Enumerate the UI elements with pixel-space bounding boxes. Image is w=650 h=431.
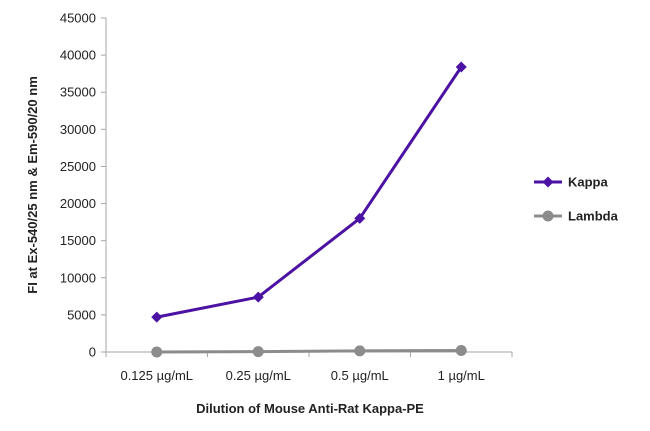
- y-tick-label: 10000: [60, 270, 96, 285]
- data-point-lambda: [151, 346, 163, 358]
- y-axis-title: FI at Ex-540/25 nm & Em-590/20 nm: [25, 76, 40, 293]
- legend-item-kappa: Kappa: [534, 175, 609, 190]
- y-tick-label: 20000: [60, 196, 96, 211]
- series-line-lambda: [156, 349, 462, 354]
- x-axis: 0.125 µg/mL 0.25 µg/mL 0.5 µg/mL 1 µg/mL: [105, 351, 513, 383]
- y-tick-label: 15000: [60, 233, 96, 248]
- series-kappa: [151, 61, 467, 323]
- y-tick-label: 25000: [60, 159, 96, 174]
- series-lambda: [151, 345, 467, 358]
- legend-label-kappa: Kappa: [568, 175, 609, 190]
- y-tick-label: 30000: [60, 122, 96, 137]
- data-point-lambda: [455, 345, 467, 357]
- legend: Kappa Lambda: [534, 175, 619, 224]
- x-tick-label: 0.25 µg/mL: [226, 368, 291, 383]
- legend-marker-lambda: [542, 210, 554, 222]
- data-point-kappa: [455, 61, 467, 73]
- x-tick-label: 1 µg/mL: [438, 368, 485, 383]
- legend-marker-kappa: [542, 176, 554, 188]
- series-layer: [151, 61, 467, 358]
- y-tick-label: 5000: [67, 307, 96, 322]
- legend-label-lambda: Lambda: [568, 209, 619, 224]
- x-tick-label: 0.125 µg/mL: [120, 368, 193, 383]
- y-tick-label: 0: [89, 345, 96, 360]
- data-point-kappa: [354, 212, 366, 224]
- x-axis-title: Dilution of Mouse Anti-Rat Kappa-PE: [196, 401, 424, 416]
- y-tick-label: 40000: [60, 48, 96, 63]
- data-point-kappa: [252, 291, 264, 303]
- y-axis: 0 5000 10000 15000 20000 25000 30000 35000 40000…: [60, 11, 107, 360]
- y-tick-label: 45000: [60, 11, 96, 26]
- data-point-kappa: [151, 311, 163, 323]
- legend-item-lambda: Lambda: [534, 209, 619, 224]
- data-point-lambda: [252, 346, 264, 358]
- y-tick-label: 35000: [60, 85, 96, 100]
- data-point-lambda: [354, 345, 366, 357]
- series-line-kappa: [156, 66, 463, 319]
- x-tick-label: 0.5 µg/mL: [331, 368, 389, 383]
